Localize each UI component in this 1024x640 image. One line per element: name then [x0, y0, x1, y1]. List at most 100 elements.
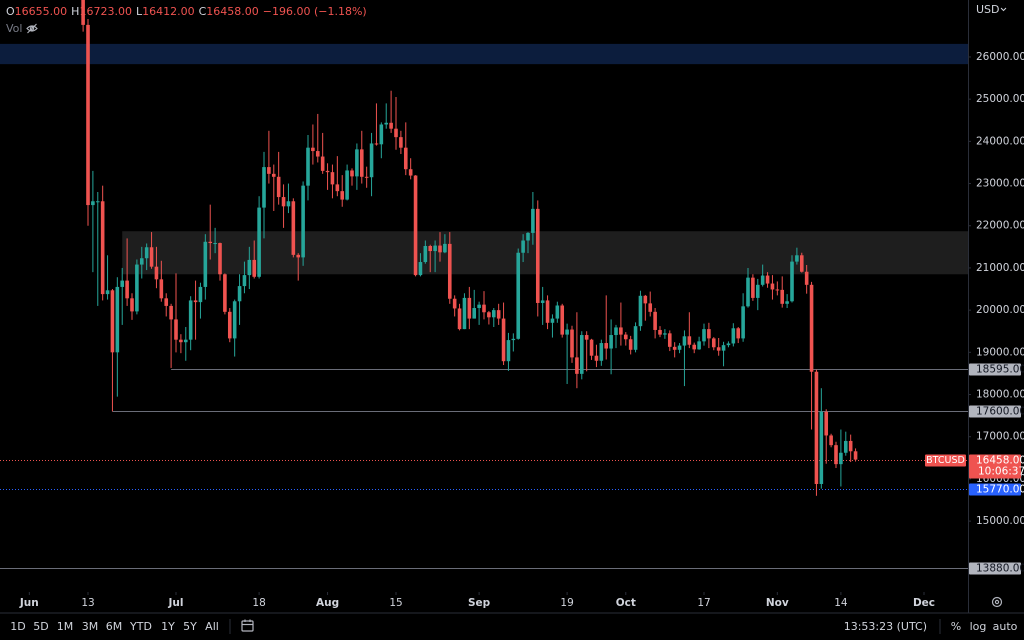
- candle-body: [491, 310, 496, 318]
- candle-body: [262, 167, 266, 208]
- candle-body: [311, 147, 315, 152]
- candle-body: [291, 201, 296, 255]
- range-button[interactable]: 1D: [10, 620, 25, 633]
- candle-body: [760, 275, 765, 285]
- candle-body: [252, 259, 257, 277]
- settings-icon[interactable]: [991, 596, 1003, 608]
- candle-body: [325, 170, 330, 173]
- candle-body: [726, 343, 731, 346]
- candle-body: [227, 311, 232, 339]
- candle-body: [198, 286, 203, 303]
- range-button[interactable]: 3M: [82, 620, 99, 633]
- candle-body: [296, 254, 301, 258]
- candle-body: [379, 124, 384, 145]
- x-tick-label: 13: [81, 597, 94, 609]
- candle-body: [834, 445, 838, 465]
- range-button[interactable]: 5D: [33, 620, 48, 633]
- range-button[interactable]: 6M: [106, 620, 123, 633]
- candle-body: [672, 346, 677, 350]
- x-tick-label: Nov: [766, 597, 789, 609]
- range-button[interactable]: All: [205, 620, 219, 633]
- candle-body: [301, 185, 305, 258]
- candle-body: [511, 338, 516, 341]
- candle-body: [164, 298, 169, 306]
- price-label: 15770.00: [976, 484, 1024, 496]
- candle-body: [535, 208, 540, 303]
- hide-icon[interactable]: [26, 23, 38, 34]
- candle-body: [550, 318, 555, 323]
- calendar-icon[interactable]: [241, 619, 254, 632]
- candle-body: [443, 243, 447, 253]
- legend-value: 16412.00: [142, 5, 195, 18]
- candle-body: [751, 277, 755, 298]
- candle-body: [345, 170, 349, 200]
- candle-body: [315, 151, 320, 157]
- candle-body: [711, 338, 716, 348]
- candle-body: [628, 339, 633, 350]
- candle-body: [281, 197, 286, 207]
- candle-body: [697, 341, 701, 350]
- y-tick-label: 15000.00: [976, 515, 1024, 527]
- currency-label[interactable]: USD: [976, 3, 1000, 16]
- candle-body: [452, 298, 457, 309]
- range-button[interactable]: 1M: [57, 620, 74, 633]
- candle-body: [531, 208, 535, 233]
- candle-body: [359, 149, 364, 177]
- candle-body: [169, 305, 173, 320]
- ohlc-legend: O16655.00 H16723.00 L16412.00 C16458.00 −196…: [6, 5, 367, 18]
- range-button[interactable]: YTD: [129, 620, 152, 633]
- candle-body: [467, 297, 472, 319]
- scale-option[interactable]: %: [951, 620, 961, 633]
- candle-body: [149, 247, 154, 267]
- candle-body: [790, 261, 794, 302]
- candle-body: [570, 329, 574, 358]
- currency-chevron[interactable]: [1000, 7, 1007, 12]
- candle-body: [110, 290, 115, 353]
- candle-body: [242, 275, 247, 287]
- candle-body: [423, 245, 428, 263]
- candle-body: [799, 255, 804, 272]
- candle-body: [179, 339, 183, 343]
- x-tick-label: Jul: [168, 597, 184, 609]
- candle-body: [139, 258, 144, 265]
- candle-body: [579, 335, 584, 374]
- symbol-tag: BTCUSD: [926, 455, 965, 466]
- candle-body: [589, 339, 594, 356]
- scale-option[interactable]: log: [970, 620, 987, 633]
- range-button[interactable]: 1Y: [161, 620, 175, 633]
- candle-body: [159, 279, 164, 299]
- candle-body: [853, 451, 858, 460]
- candle-body: [839, 452, 843, 465]
- candle-body: [394, 128, 398, 138]
- candle-body: [829, 435, 833, 446]
- countdown: 10:06:37: [978, 466, 1024, 478]
- toolbar: 1D 5D 1M 3M 6M YTD 1Y 5Y All 13:53:23 (UTC)% log au…: [10, 620, 1017, 633]
- x-tick-label: 14: [834, 597, 848, 609]
- candle-body: [765, 275, 770, 284]
- candle-body: [638, 295, 643, 327]
- y-tick-label: 25000.00: [976, 93, 1024, 105]
- candle-body: [824, 411, 829, 436]
- candle-body: [271, 173, 276, 177]
- candle-body: [257, 207, 261, 277]
- candle-body: [785, 301, 789, 304]
- candle-body: [619, 327, 623, 335]
- zones: [0, 43, 968, 275]
- range-button[interactable]: 5Y: [183, 620, 197, 633]
- y-tick-label: 21000.00: [976, 262, 1024, 274]
- candle-body: [819, 411, 824, 484]
- candle-body: [804, 271, 809, 285]
- candle-body: [135, 264, 139, 312]
- candle-body: [526, 232, 530, 241]
- price-label-box: [969, 454, 1021, 479]
- candle-body: [208, 241, 213, 244]
- candle-body: [188, 300, 193, 340]
- scale-option[interactable]: auto: [993, 620, 1018, 633]
- candle-body: [174, 319, 178, 340]
- y-tick-label: 18000.00: [976, 389, 1024, 401]
- zone: [0, 43, 968, 65]
- candle-body: [91, 201, 95, 206]
- level-labels: 18595.00 17600.00 13880.00 15770.00 16458.00…: [925, 363, 1024, 575]
- candle-body: [609, 335, 613, 349]
